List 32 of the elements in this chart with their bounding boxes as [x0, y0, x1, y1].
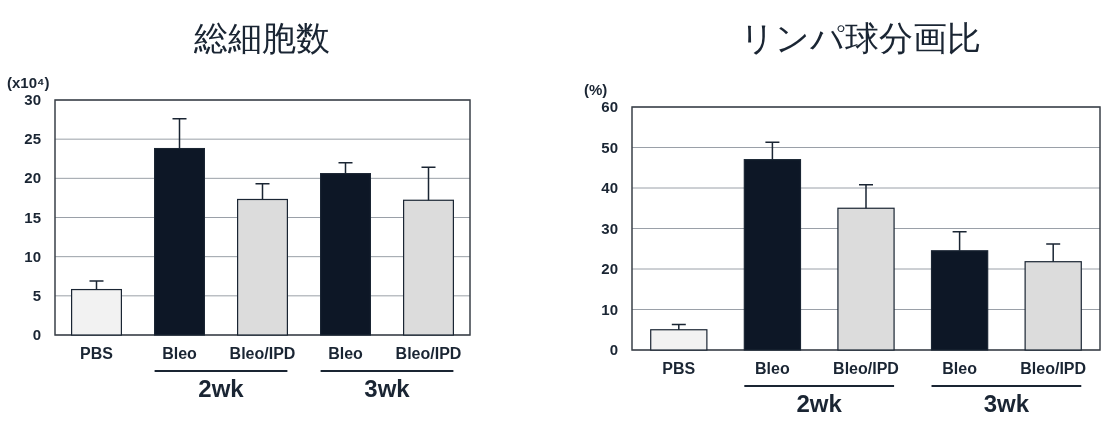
y-tick-label: 10 [601, 300, 618, 318]
y-tick-label: 30 [24, 91, 41, 108]
y-tick-label: 10 [24, 247, 41, 265]
y-tick-label: 0 [609, 341, 618, 358]
y-tick-label: 50 [601, 138, 618, 156]
text: 3wk [364, 375, 411, 402]
y-tick-label: 0 [32, 326, 41, 343]
y-tick-label: 20 [601, 260, 618, 277]
x-tick-label: Bleo [942, 360, 978, 377]
y-axis-title: (x10⁴) [7, 74, 50, 91]
text: 3wk [983, 390, 1030, 417]
y-tick-label: 25 [24, 130, 41, 148]
y-tick-label: 15 [24, 208, 41, 226]
chart-title: 総細胞数 [193, 19, 330, 57]
chart-title: リンパ球分画比 [739, 19, 981, 57]
y-axis-title: (%) [584, 81, 608, 98]
x-tick-label: Bleo/IPD [1020, 360, 1087, 377]
x-tick-label: Bleo/IPD [833, 360, 899, 377]
y-tick-label: 30 [601, 219, 618, 237]
x-tick-label: Bleo [162, 345, 198, 362]
y-tick-label: 60 [601, 98, 618, 115]
x-tick-label: Bleo [328, 345, 364, 362]
y-tick-label: 40 [601, 179, 618, 196]
x-tick-label: PBS [662, 360, 696, 377]
x-tick-label: Bleo/IPD [229, 345, 296, 362]
text: 2wk [198, 375, 245, 402]
y-tick-label: 5 [32, 286, 41, 304]
x-tick-label: Bleo/IPD [395, 345, 462, 362]
text: 2wk [796, 390, 843, 417]
x-tick-label: PBS [80, 345, 114, 362]
x-tick-label: Bleo [755, 360, 790, 377]
y-tick-label: 20 [24, 169, 41, 187]
